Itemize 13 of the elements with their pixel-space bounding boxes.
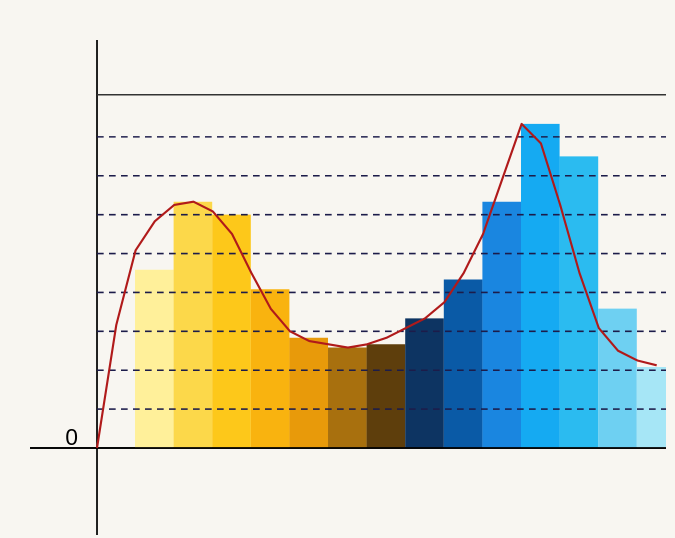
text: 0 xyxy=(66,428,78,446)
bar xyxy=(405,318,444,448)
bar xyxy=(482,202,521,448)
bar xyxy=(212,214,251,448)
bar xyxy=(289,338,328,448)
bar xyxy=(444,279,482,448)
bar xyxy=(328,348,367,448)
bar xyxy=(366,344,406,448)
bar xyxy=(174,202,212,448)
bar xyxy=(250,289,290,448)
bar xyxy=(560,156,598,448)
bar xyxy=(135,270,174,448)
bar xyxy=(521,124,560,448)
